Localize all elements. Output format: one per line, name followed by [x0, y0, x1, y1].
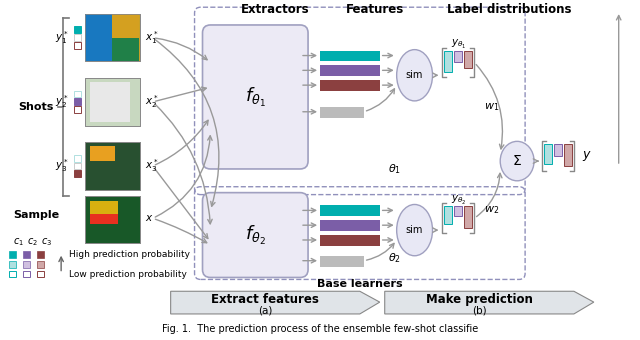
- Bar: [37, 261, 44, 268]
- Bar: [74, 27, 81, 33]
- Text: (a): (a): [258, 305, 273, 315]
- Text: $y_2^*$: $y_2^*$: [56, 94, 69, 110]
- Bar: [74, 34, 81, 41]
- Bar: [112, 14, 139, 38]
- Bar: [74, 90, 81, 98]
- Bar: [85, 142, 140, 190]
- Bar: [554, 144, 562, 156]
- Bar: [320, 205, 380, 216]
- Ellipse shape: [500, 141, 534, 181]
- Bar: [85, 14, 140, 62]
- Bar: [564, 144, 572, 166]
- Text: Shots: Shots: [19, 102, 54, 112]
- Bar: [85, 195, 140, 243]
- Text: Fig. 1.  The prediction process of the ensemble few-shot classifie: Fig. 1. The prediction process of the en…: [162, 324, 478, 334]
- Bar: [465, 206, 472, 228]
- Bar: [444, 51, 452, 72]
- Text: $w_1$: $w_1$: [484, 101, 499, 113]
- Bar: [23, 271, 30, 277]
- Text: $x_1^*$: $x_1^*$: [145, 29, 159, 46]
- Text: Label distributions: Label distributions: [447, 3, 572, 16]
- Text: Make prediction: Make prediction: [426, 293, 532, 306]
- Bar: [320, 235, 380, 246]
- Bar: [37, 251, 44, 258]
- Text: $w_2$: $w_2$: [484, 204, 499, 216]
- Text: $\theta_2$: $\theta_2$: [388, 251, 401, 265]
- Bar: [10, 271, 17, 277]
- Text: $y_{\theta_2}$: $y_{\theta_2}$: [451, 194, 466, 207]
- Bar: [444, 206, 452, 224]
- Text: Sample: Sample: [13, 210, 60, 220]
- Bar: [90, 201, 118, 214]
- Bar: [544, 144, 552, 164]
- Ellipse shape: [397, 50, 433, 101]
- Bar: [465, 51, 472, 68]
- Text: $\theta_1$: $\theta_1$: [388, 162, 401, 176]
- Text: $\Sigma$: $\Sigma$: [512, 154, 522, 168]
- Text: High prediction probability: High prediction probability: [69, 250, 190, 259]
- Bar: [85, 142, 140, 190]
- Bar: [112, 38, 139, 62]
- Text: $c_3$: $c_3$: [41, 236, 52, 248]
- Bar: [74, 42, 81, 49]
- FancyBboxPatch shape: [202, 25, 308, 169]
- Bar: [454, 51, 462, 63]
- Text: $c_2$: $c_2$: [28, 236, 38, 248]
- Text: $x$: $x$: [145, 213, 153, 223]
- Bar: [23, 261, 30, 268]
- Bar: [85, 14, 140, 62]
- Text: $y_3^*$: $y_3^*$: [56, 158, 69, 174]
- Text: Extract features: Extract features: [211, 293, 319, 306]
- Bar: [74, 163, 81, 169]
- Text: $f_{\theta_2}$: $f_{\theta_2}$: [245, 223, 266, 246]
- Text: $y$: $y$: [582, 149, 592, 163]
- Polygon shape: [171, 291, 380, 314]
- Text: (b): (b): [472, 305, 486, 315]
- Bar: [74, 106, 81, 113]
- Text: $y_1^*$: $y_1^*$: [56, 29, 69, 46]
- Bar: [10, 261, 17, 268]
- Text: sim: sim: [406, 225, 423, 235]
- Bar: [23, 251, 30, 258]
- Bar: [37, 271, 44, 277]
- Bar: [320, 65, 380, 76]
- Bar: [85, 78, 140, 125]
- Text: sim: sim: [406, 70, 423, 80]
- FancyBboxPatch shape: [202, 193, 308, 277]
- Text: Low prediction probability: Low prediction probability: [69, 270, 187, 279]
- Bar: [90, 146, 115, 161]
- Bar: [90, 214, 118, 224]
- Bar: [320, 256, 364, 267]
- Bar: [320, 51, 380, 62]
- Text: $x_2^*$: $x_2^*$: [145, 94, 159, 110]
- Ellipse shape: [397, 204, 433, 256]
- Bar: [85, 14, 112, 62]
- Bar: [320, 107, 364, 118]
- Text: $f_{\theta_1}$: $f_{\theta_1}$: [245, 85, 266, 108]
- Bar: [85, 78, 140, 125]
- Text: $y_{\theta_1}$: $y_{\theta_1}$: [451, 38, 466, 51]
- Bar: [74, 170, 81, 177]
- Bar: [320, 80, 380, 91]
- Text: $x_3^*$: $x_3^*$: [145, 158, 159, 174]
- Bar: [320, 220, 380, 231]
- Bar: [90, 82, 130, 122]
- Text: $c_1$: $c_1$: [13, 236, 24, 248]
- Bar: [454, 206, 462, 216]
- Text: Extractors: Extractors: [241, 3, 310, 16]
- Text: Features: Features: [346, 3, 404, 16]
- Bar: [10, 251, 17, 258]
- Bar: [74, 99, 81, 105]
- Polygon shape: [385, 291, 594, 314]
- Bar: [74, 155, 81, 162]
- Text: Base learners: Base learners: [317, 279, 403, 289]
- Bar: [85, 195, 140, 243]
